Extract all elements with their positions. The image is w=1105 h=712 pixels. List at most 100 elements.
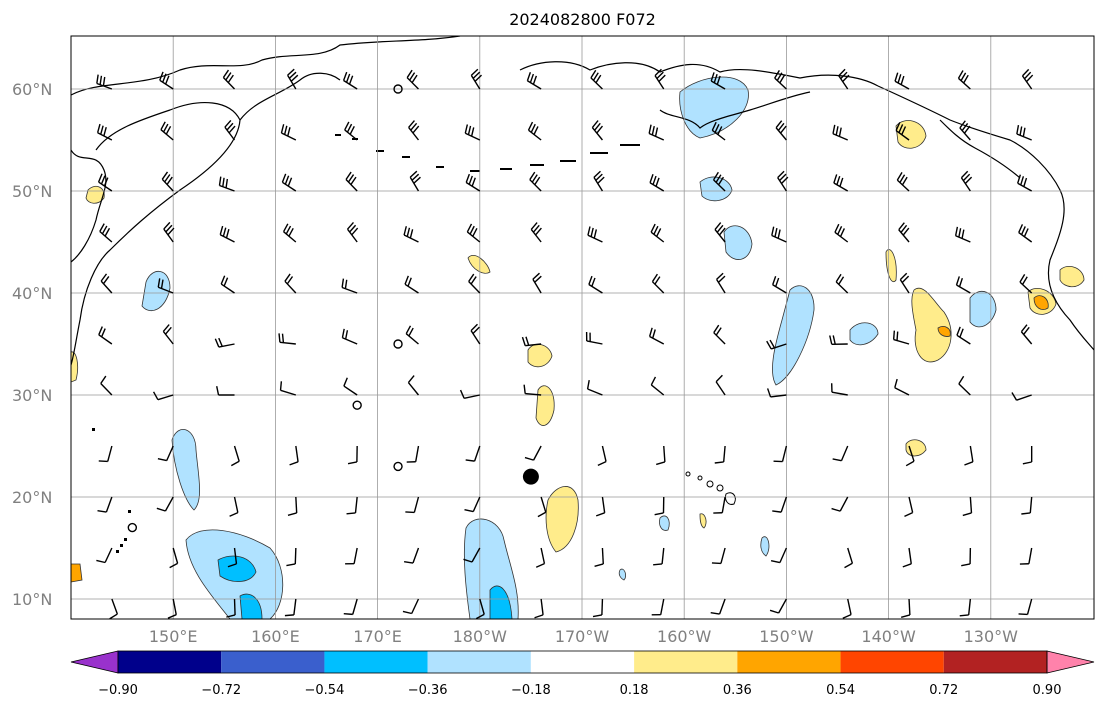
wind-barb	[224, 119, 236, 141]
calm-wind-circle	[393, 339, 403, 349]
wind-barb	[904, 496, 914, 517]
wind-barb	[1022, 446, 1033, 465]
contour-yellow-small	[699, 513, 707, 529]
colorbar-tick-label-4: −0.18	[511, 683, 551, 698]
wind-barb	[100, 375, 113, 396]
wind-barb	[961, 547, 972, 567]
wind-barb	[894, 72, 910, 90]
wind-barb	[770, 547, 788, 564]
wind-barb	[844, 547, 854, 569]
wind-barb	[157, 278, 174, 294]
contour-blue-130w	[969, 290, 997, 328]
wind-barb	[344, 121, 358, 141]
wind-barb	[651, 598, 665, 616]
hawaiian-islands	[685, 471, 736, 505]
wind-barb	[226, 598, 236, 618]
wind-barb	[526, 72, 542, 90]
wind-barb	[591, 120, 604, 141]
wind-barb	[343, 377, 358, 396]
lon-label-3: 180°W	[453, 627, 508, 646]
wind-barb	[535, 547, 546, 568]
wind-barb	[654, 68, 666, 90]
wind-barb	[833, 174, 849, 192]
colorbar-segment	[943, 651, 1047, 673]
wind-barb	[464, 124, 481, 141]
wind-barb	[167, 598, 177, 619]
coastline-canada	[877, 85, 1094, 351]
contour-yellow-kamchatka	[85, 185, 105, 204]
wind-barb	[593, 170, 605, 192]
wind-barb	[597, 445, 607, 466]
wind-barb	[405, 325, 419, 345]
wind-barb	[347, 445, 358, 465]
contour-yellow-west2	[71, 563, 83, 583]
calm-wind-circle	[393, 461, 403, 472]
wind-barb	[109, 598, 119, 619]
wind-barb	[832, 445, 849, 462]
coastline-kamchatka	[71, 101, 241, 366]
wind-barb	[345, 171, 358, 192]
wind-barb	[214, 337, 235, 348]
wind-barb	[955, 276, 971, 294]
wind-barb	[96, 74, 113, 90]
colorbar-tick-label-8: 0.72	[929, 683, 958, 698]
lat-label-0: 60°N	[12, 80, 52, 99]
wind-barb	[594, 547, 604, 567]
wind-barb	[714, 445, 726, 464]
lon-label-0: 150°E	[149, 627, 198, 646]
wind-barb	[406, 445, 420, 463]
wind-barb	[832, 124, 848, 141]
wind-barb	[220, 275, 235, 294]
wind-barb	[711, 121, 726, 141]
coastlines	[71, 36, 1094, 366]
wind-barb	[1019, 274, 1033, 294]
lat-label-2: 40°N	[12, 284, 52, 303]
wind-barb	[1017, 174, 1033, 192]
coastline-bc-islands	[939, 119, 1021, 179]
wind-barb	[96, 123, 113, 141]
wind-barb	[771, 226, 787, 243]
wind-barb	[898, 222, 910, 243]
wind-barb	[219, 225, 235, 243]
wind-barb	[710, 72, 726, 90]
lon-label-1: 160°E	[251, 627, 300, 646]
colorbar-tick-label-3: −0.36	[408, 683, 448, 698]
wind-barb	[712, 171, 726, 192]
wind-barb	[651, 273, 665, 294]
wind-barb	[892, 330, 910, 345]
wind-barb	[1020, 324, 1033, 345]
lon-label-7: 140°W	[861, 627, 916, 646]
wind-barb	[1019, 547, 1033, 565]
colorbar-segment	[840, 651, 944, 673]
wind-barb	[163, 221, 175, 243]
wind-barb	[592, 598, 604, 618]
map-title: 2024082800 F072	[509, 10, 656, 29]
wind-barb	[958, 375, 971, 396]
contour-orange-coast	[1033, 295, 1049, 310]
wind-barb	[1021, 496, 1033, 515]
wind-barb	[97, 496, 113, 513]
colorbar-segment	[634, 651, 738, 673]
lon-label-8: 130°W	[964, 627, 1019, 646]
wind-barb	[286, 547, 297, 567]
wind-barb	[842, 598, 852, 619]
wind-barb	[775, 120, 787, 141]
longitude-labels: 150°E 160°E 170°E 180°W 170°W 160°W 150°W 140°W…	[149, 627, 1018, 646]
wind-barb	[648, 124, 665, 141]
colorbar-tick-label-9: 0.90	[1033, 683, 1062, 698]
wind-barb	[464, 496, 481, 513]
lon-label-2: 170°E	[353, 627, 402, 646]
wind-barb	[409, 170, 421, 192]
wind-barb	[530, 222, 542, 243]
wind-barb	[475, 598, 485, 619]
wind-barb	[654, 496, 665, 516]
lon-label-5: 160°W	[657, 627, 712, 646]
contour-yellow-135w	[911, 287, 952, 363]
wind-barb	[896, 172, 910, 192]
wind-barb	[100, 273, 113, 294]
wind-barbs	[96, 68, 1034, 619]
colorbar-extend-high	[1046, 650, 1095, 674]
wind-barb	[278, 333, 296, 345]
wind-barb	[838, 68, 850, 90]
wind-barb	[527, 121, 542, 141]
